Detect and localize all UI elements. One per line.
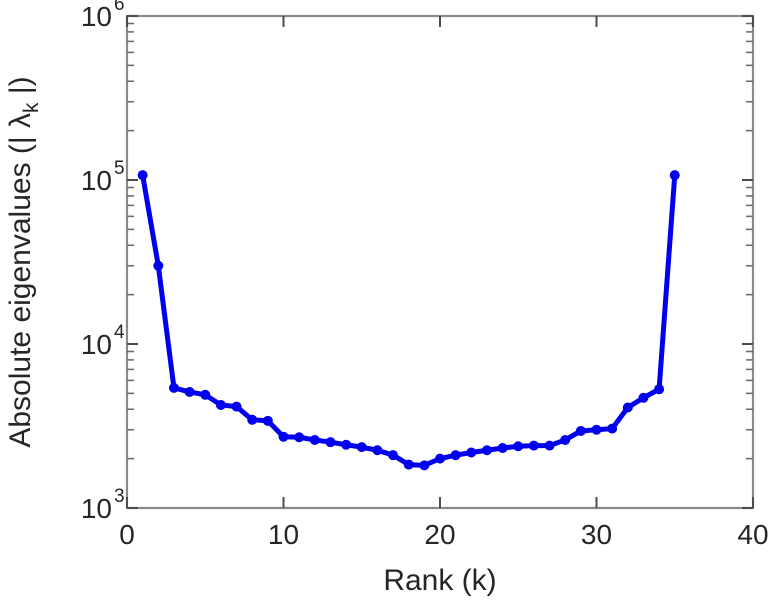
data-point: [231, 401, 242, 412]
data-series-group: [137, 170, 680, 471]
data-point: [544, 440, 555, 451]
y-axis-label: Absolute eigenvalues (| λk |): [4, 76, 43, 447]
data-point: [638, 392, 649, 403]
y-tick-label: 10 4: [81, 322, 125, 360]
x-tick-label: 30: [581, 519, 612, 550]
data-point: [403, 459, 414, 470]
axes-box: [125, 14, 755, 510]
x-axis-label: Rank (k): [383, 564, 496, 597]
data-point: [450, 450, 461, 461]
data-point: [528, 440, 539, 451]
y-tick-label-exponent: 5: [114, 158, 125, 179]
data-point: [215, 399, 226, 410]
y-tick-label: 10 3: [81, 486, 125, 524]
plot-frame: [125, 14, 755, 510]
data-point: [325, 437, 336, 448]
data-point: [560, 434, 571, 445]
y-tick-label-mantissa: 10: [81, 329, 112, 360]
x-tick-label: 20: [424, 519, 455, 550]
data-point: [262, 415, 273, 426]
data-point: [153, 260, 164, 271]
data-point: [137, 170, 148, 181]
data-point: [591, 424, 602, 435]
data-point: [294, 432, 305, 443]
x-tick-label: 10: [268, 519, 299, 550]
data-point: [607, 423, 618, 434]
data-point: [388, 450, 399, 461]
y-axis-label-group: Absolute eigenvalues (| λk |): [4, 76, 43, 447]
data-point: [481, 445, 492, 456]
y-tick-label-exponent: 6: [114, 0, 125, 15]
data-point: [200, 389, 211, 400]
data-point: [575, 425, 586, 436]
data-point: [654, 384, 665, 395]
x-axis-tick-labels: 0 10 20 30 40: [119, 519, 768, 550]
data-point: [278, 431, 289, 442]
x-axis-ticks: [126, 16, 754, 508]
y-tick-label-mantissa: 10: [81, 493, 112, 524]
y-tick-label-mantissa: 10: [81, 1, 112, 32]
x-tick-label: 0: [119, 519, 135, 550]
y-tick-label-mantissa: 10: [81, 165, 112, 196]
x-tick-label: 40: [737, 519, 768, 550]
data-point: [356, 442, 367, 453]
data-point: [497, 443, 508, 454]
data-point: [372, 445, 383, 456]
data-point: [513, 441, 524, 452]
data-point: [341, 439, 352, 450]
y-axis-ticks: [127, 15, 753, 509]
data-point: [466, 447, 477, 458]
y-tick-label: 10 6: [81, 0, 125, 32]
y-tick-label: 10 5: [81, 158, 125, 196]
data-point: [622, 402, 633, 413]
data-point: [309, 434, 320, 445]
data-point: [168, 382, 179, 393]
data-point: [184, 386, 195, 397]
y-tick-label-exponent: 4: [114, 322, 125, 343]
series-line-0: [140, 172, 678, 468]
data-point: [247, 414, 258, 425]
data-point: [669, 170, 680, 181]
data-point: [419, 460, 430, 471]
data-point: [435, 453, 445, 464]
y-tick-label-exponent: 3: [114, 486, 125, 507]
